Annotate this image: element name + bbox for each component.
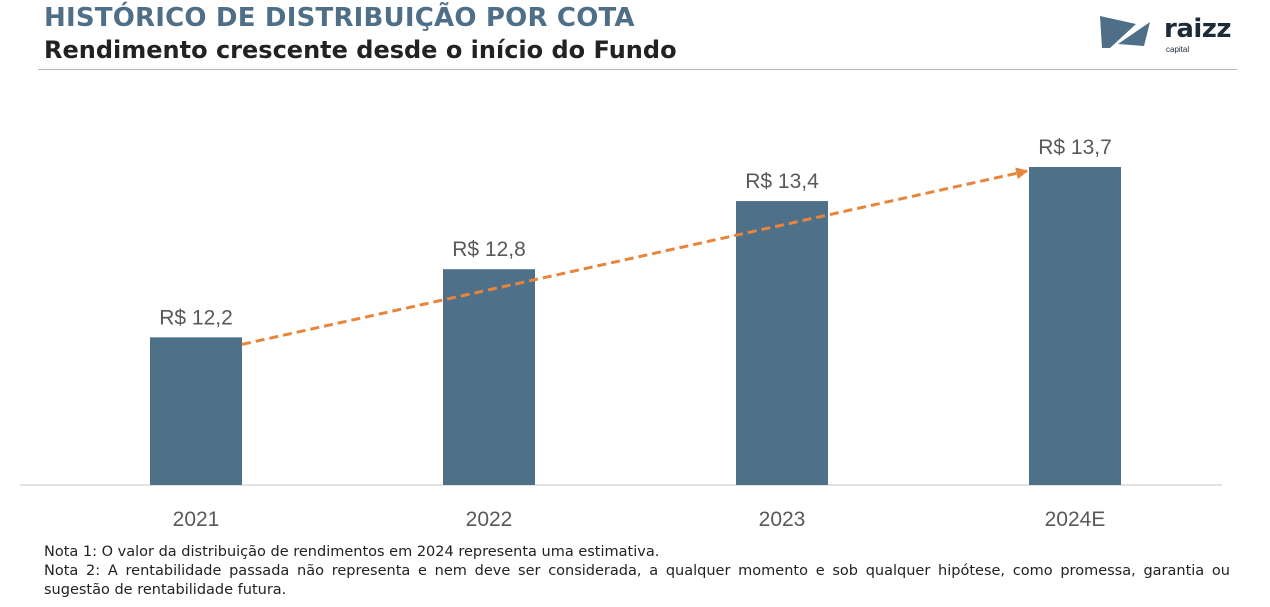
bar-2022 [443,269,535,485]
x-tick-label: 2024E [1045,508,1106,531]
bar-2023 [736,201,828,486]
data-label: R$ 12,2 [159,306,233,329]
bar-chart: R$ 12,2 2021 R$ 12,8 2022 R$ 13,4 2023 R$ 13,7… [20,136,1222,531]
brand-tagline: capital [1166,45,1190,54]
page-title: HISTÓRICO DE DISTRIBUIÇÃO POR COTA [44,3,635,33]
footnotes: Nota 1: O valor da distribuição de rendi… [44,543,1230,600]
brand-mark-icon [1100,16,1150,48]
data-label: R$ 12,8 [452,238,526,261]
x-tick-label: 2021 [173,508,220,531]
x-tick-label: 2022 [466,508,513,531]
bar-2021 [150,337,242,485]
footnote-2: Nota 2: A rentabilidade passada não repr… [44,563,1230,598]
brand-wordmark: raizz [1164,14,1232,44]
bar-2024E [1029,167,1121,485]
data-label: R$ 13,7 [1038,136,1112,159]
footnote-1: Nota 1: O valor da distribuição de rendi… [44,544,660,560]
page-subtitle: Rendimento crescente desde o início do F… [44,36,677,64]
trend-arrow [241,167,1029,346]
x-tick-label: 2023 [759,508,806,531]
header-divider [38,69,1237,70]
brand-logo: raizz capital [1100,12,1240,56]
data-label: R$ 13,4 [745,170,819,193]
